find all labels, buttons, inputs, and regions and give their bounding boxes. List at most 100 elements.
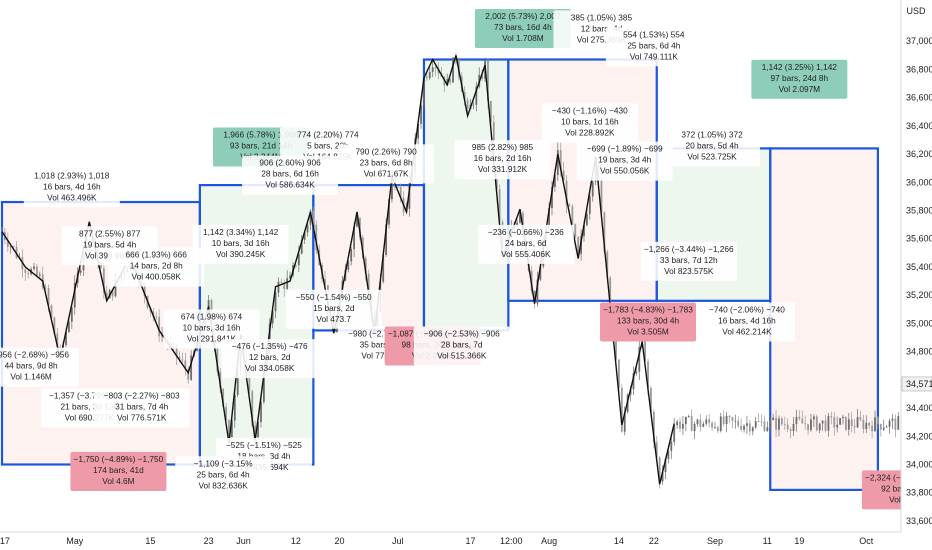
measure-label-line: 14 bars, 2d 8h (130, 260, 183, 270)
candle-body (38, 274, 41, 276)
candle-body (385, 224, 388, 256)
measure-label-bg (477, 224, 574, 264)
measure-label-line: −956 (−2.68%) −956 (0, 350, 69, 360)
candle-body (271, 311, 274, 324)
measure-label-line: 385 (1.05%) 385 (571, 12, 633, 22)
candle-body (711, 422, 713, 428)
candle-body (833, 417, 836, 428)
candle-body (606, 252, 609, 278)
measure-label-bg (413, 326, 510, 366)
candle-body (487, 60, 489, 102)
candle-body (187, 369, 190, 380)
measure-label-bg (751, 59, 848, 99)
measure-label-line: Vol 3.505M (627, 326, 669, 336)
candle-body (885, 426, 888, 428)
measure-label-bg (454, 140, 551, 180)
candle-body (667, 451, 670, 459)
measure-label-bg (163, 309, 260, 349)
candle-body (600, 180, 603, 213)
measure-label-line: 24 bars, 6d (505, 238, 547, 248)
candle-body (367, 273, 370, 294)
candle-body (364, 258, 367, 274)
y-tick: 33,800 (906, 488, 932, 498)
measure-label-line: 12 bars, 4d (581, 23, 623, 33)
candle-body (591, 181, 594, 197)
candle-body (251, 391, 254, 426)
y-tick: 33,600 (906, 516, 932, 526)
candle-body (565, 180, 568, 206)
measure-label-line: Vol 291.841K (187, 334, 237, 344)
candle-body (798, 416, 801, 419)
candle-body (463, 91, 466, 100)
currency-label[interactable]: USD (906, 6, 926, 16)
candle-body (260, 401, 262, 423)
measure-label-line: −430 (−1.16%) −430 (552, 106, 628, 116)
candle-body (178, 356, 181, 360)
candle-body (533, 291, 536, 304)
measure-label-line: 2,002 (5.73%) 2,002 (485, 11, 561, 21)
candle-body (664, 458, 667, 473)
candle-body (399, 187, 402, 198)
candle-body (312, 210, 315, 225)
candle-body (647, 361, 649, 389)
candle-body (830, 416, 833, 418)
x-tick: Sep (707, 536, 723, 546)
measure-label-line: 15 bars, 2d (313, 303, 355, 313)
measure-label-line: 372 (1.05%) 372 (681, 130, 743, 140)
y-tick: 36,000 (906, 177, 932, 187)
candle-body (257, 422, 259, 438)
candle-body (27, 272, 30, 275)
candle-body (65, 332, 67, 346)
x-tick: 11 (763, 536, 772, 546)
measure-label-line: Vol 776.571K (117, 413, 167, 423)
measure-label-line: Vol 690.277K (65, 413, 115, 423)
measure-label-line: 10 bars, 3d 16h (183, 323, 241, 333)
measure-label-line: 666 (1.93%) 666 (126, 249, 188, 259)
candle-body (754, 421, 757, 428)
measure-label-line: −525 (−1.51%) −525 (226, 440, 302, 450)
candle-body (882, 427, 885, 430)
measure-label-line: Vol 228.892K (565, 128, 615, 138)
candle-body (673, 425, 676, 442)
candle-body (283, 282, 286, 289)
candle-body (620, 387, 623, 432)
candle-body (347, 261, 350, 270)
candle-body (489, 101, 492, 123)
candle-body (277, 281, 280, 293)
candle-body (568, 205, 571, 207)
x-tick: 23 (204, 536, 214, 546)
candle-body (452, 57, 454, 83)
measure-label-line: −699 (−1.89%) −699 (587, 144, 663, 154)
candle-body (280, 281, 283, 283)
candle-body (845, 416, 847, 430)
measure-label-line: 906 (2.60%) 906 (259, 158, 321, 168)
measure-label-line: 1,142 (3.25%) 1,142 (762, 62, 838, 72)
candle-body (324, 278, 326, 286)
measure-label-line: −550 (−1.54%) −550 (296, 292, 372, 302)
measure-label-line: 18 bars, 3d 4h (237, 451, 290, 461)
candle-body (396, 187, 399, 188)
candle-body (650, 388, 652, 412)
candle-body (222, 388, 225, 407)
candle-body (158, 316, 161, 337)
candle-body (350, 249, 353, 262)
candle-body (804, 423, 807, 425)
candle-body (143, 283, 146, 296)
candle-body (737, 420, 740, 426)
measure-label-line: −1,357 (−3.79%) −1,3 (49, 391, 130, 401)
candle-body (68, 321, 70, 333)
candle-body (757, 421, 760, 422)
candle-body (879, 424, 882, 430)
